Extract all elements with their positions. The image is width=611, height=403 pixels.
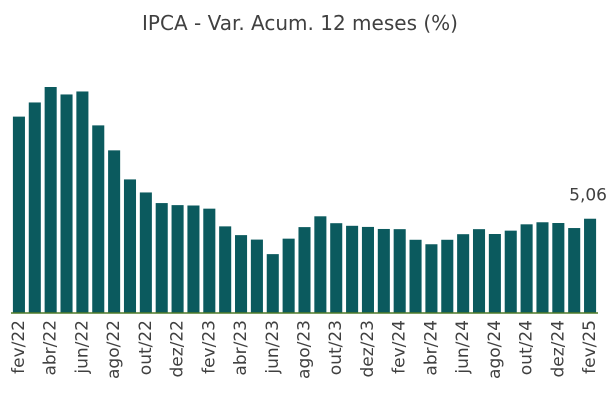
bar bbox=[282, 238, 295, 313]
x-tick-label: jun/22 bbox=[72, 320, 92, 375]
x-tick-label: jun/24 bbox=[453, 320, 473, 375]
x-tick-label: ago/23 bbox=[295, 320, 315, 379]
bar bbox=[377, 228, 390, 313]
bar bbox=[536, 222, 549, 313]
bar bbox=[60, 94, 73, 313]
bar bbox=[187, 205, 200, 313]
bar bbox=[393, 229, 406, 313]
bar bbox=[108, 150, 121, 313]
bar bbox=[488, 234, 501, 313]
bar bbox=[123, 179, 137, 313]
x-tick-label: ago/24 bbox=[485, 320, 505, 379]
x-tick-label: dez/23 bbox=[358, 320, 378, 378]
x-tick-label: abr/24 bbox=[421, 320, 441, 376]
x-tick-label: out/22 bbox=[136, 320, 156, 375]
x-tick-label: fev/25 bbox=[580, 320, 600, 374]
bar bbox=[330, 223, 343, 313]
bar bbox=[504, 230, 517, 313]
x-tick-label: fev/23 bbox=[199, 320, 219, 374]
x-tick-label: out/24 bbox=[517, 320, 537, 375]
bar bbox=[472, 229, 486, 313]
bar bbox=[76, 91, 89, 313]
x-tick-label: dez/22 bbox=[168, 320, 188, 378]
x-tick-label: out/23 bbox=[326, 320, 346, 375]
bar bbox=[298, 227, 311, 313]
bar bbox=[250, 239, 263, 313]
bar bbox=[584, 218, 597, 313]
bar bbox=[568, 228, 581, 313]
x-tick-label: fev/22 bbox=[9, 320, 29, 374]
bar bbox=[44, 87, 57, 313]
bar bbox=[266, 254, 279, 313]
bar bbox=[520, 224, 533, 313]
bar bbox=[235, 235, 248, 313]
x-tick-label: abr/23 bbox=[231, 320, 251, 376]
bar bbox=[346, 225, 359, 313]
data-label: 5,06 bbox=[569, 186, 607, 206]
bar bbox=[92, 125, 105, 313]
bar bbox=[219, 226, 232, 313]
bar bbox=[441, 239, 454, 313]
x-tick-label: fev/24 bbox=[390, 320, 410, 374]
bar bbox=[314, 216, 327, 313]
bar bbox=[457, 234, 470, 313]
bar bbox=[361, 226, 374, 313]
x-tick-label: ago/22 bbox=[104, 320, 124, 379]
bar bbox=[139, 192, 152, 313]
bar bbox=[28, 102, 41, 313]
bar bbox=[425, 244, 438, 313]
bar bbox=[12, 116, 25, 313]
x-tick-label: dez/24 bbox=[548, 320, 568, 378]
bar bbox=[171, 205, 184, 313]
bar bbox=[552, 223, 565, 313]
chart-title: IPCA - Var. Acum. 12 meses (%) bbox=[142, 11, 458, 35]
bar bbox=[203, 208, 216, 313]
bar bbox=[155, 203, 168, 313]
x-tick-label: jun/23 bbox=[263, 320, 283, 375]
bar bbox=[409, 239, 422, 313]
x-tick-label: abr/22 bbox=[41, 320, 61, 376]
